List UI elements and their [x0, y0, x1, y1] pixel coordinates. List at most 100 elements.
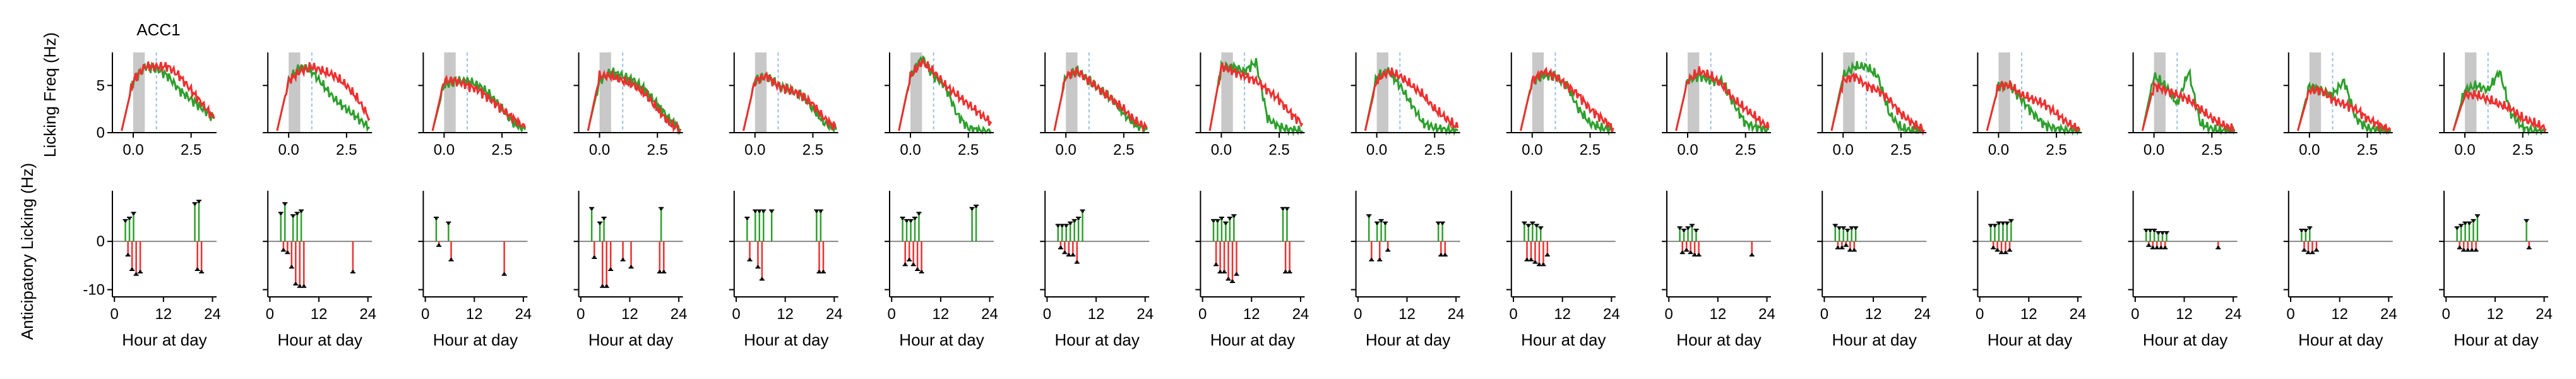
series-line-red: [2452, 90, 2547, 133]
x-tick-label: 0.0: [589, 141, 610, 159]
x-tick-label: 0: [1198, 306, 1207, 323]
point-green: [197, 200, 201, 203]
point-green: [819, 210, 823, 213]
x-tick-label: 0: [266, 306, 274, 323]
x-tick-label: 0.0: [1833, 141, 1854, 159]
line-panel: 0.0 2.5: [2128, 52, 2238, 159]
point-red: [138, 270, 142, 274]
x-axis-label: Hour at day: [122, 330, 206, 349]
line-panel: 0.0 2.5: [1817, 52, 1927, 159]
point-red: [1685, 248, 1688, 251]
line-panel: 0.0 2.5: [263, 52, 373, 159]
point-red: [1852, 248, 1856, 251]
point-green: [1061, 224, 1064, 227]
point-green: [913, 217, 917, 220]
point-green: [1383, 222, 1387, 225]
x-axis-label: Hour at day: [1054, 330, 1139, 349]
point-green: [2157, 231, 2160, 235]
point-green: [1076, 217, 1080, 220]
x-tick-label: 12: [621, 306, 638, 323]
point-red: [1991, 246, 1995, 249]
series-line-red: [1675, 66, 1770, 131]
x-tick-label: 0: [2131, 306, 2139, 323]
point-red: [1542, 263, 1545, 266]
point-red: [2315, 248, 2318, 251]
point-green: [770, 210, 773, 213]
point-red: [1537, 263, 1541, 266]
cue-window: [599, 52, 611, 133]
point-green: [659, 207, 663, 210]
point-green: [909, 219, 912, 223]
series-line-red: [121, 61, 215, 131]
point-red: [1750, 253, 1753, 256]
x-tick-label: 2.5: [802, 141, 823, 159]
point-green: [434, 217, 438, 220]
x-tick-label: 24: [1448, 306, 1465, 323]
x-tick-label: 0.0: [122, 141, 143, 159]
point-green: [2165, 231, 2168, 235]
point-green: [1993, 224, 1996, 227]
point-green: [1281, 207, 1285, 210]
x-tick-label: 12: [2487, 306, 2504, 323]
series-line-red: [1986, 80, 2081, 133]
point-red: [2164, 246, 2167, 249]
point-red: [2458, 246, 2461, 249]
point-green: [1678, 227, 1681, 230]
bar-panel: 0 12 24 Hour at day: [1817, 191, 1931, 349]
point-green: [901, 217, 904, 220]
point-green: [2308, 227, 2311, 230]
x-axis-label: Hour at day: [899, 330, 984, 349]
point-green: [1686, 227, 1690, 230]
series-line-green: [1520, 69, 1614, 136]
point-red: [920, 270, 923, 274]
line-panel: 0.0 2.5: [729, 52, 838, 159]
x-tick-label: 12: [777, 306, 794, 323]
x-tick-label: 12: [1554, 306, 1571, 323]
x-tick-label: 2.5: [1424, 141, 1445, 159]
y-tick-label: 0: [97, 233, 105, 250]
point-red: [450, 258, 453, 261]
y-axis-label-top: Licking Freq (Hz): [40, 32, 59, 157]
series-line-green: [1830, 61, 1925, 135]
point-green: [2464, 222, 2467, 225]
x-axis-label: Hour at day: [2454, 330, 2538, 349]
point-green: [1695, 229, 1698, 232]
point-green: [1690, 224, 1694, 227]
x-axis-label: Hour at day: [433, 330, 518, 349]
point-red: [130, 267, 134, 271]
series-line-red: [276, 62, 371, 131]
point-green: [1285, 207, 1289, 210]
x-tick-label: 0: [421, 306, 429, 323]
x-tick-label: 24: [2225, 306, 2242, 323]
line-panel: 0.0 2.5: [1972, 52, 2082, 159]
point-red: [748, 258, 751, 261]
x-tick-label: 0: [2286, 306, 2294, 323]
point-red: [621, 258, 624, 261]
point-green: [128, 217, 131, 220]
x-tick-label: 2.5: [2357, 141, 2378, 159]
point-red: [605, 284, 608, 287]
bar-panel: 0 12 24 Hour at day: [1351, 191, 1465, 349]
x-tick-label: 2.5: [1890, 141, 1911, 159]
series-line-green: [1364, 67, 1458, 136]
bar-panel: 0 12 24 Hour at day: [885, 191, 998, 349]
x-tick-label: 24: [2070, 306, 2087, 323]
point-green: [1846, 229, 1849, 232]
point-green: [598, 222, 602, 225]
point-red: [1693, 253, 1696, 256]
x-axis-label: Hour at day: [277, 330, 362, 349]
point-red: [1071, 253, 1075, 256]
point-red: [2462, 248, 2466, 251]
point-red: [1059, 246, 1063, 249]
point-red: [1443, 253, 1446, 256]
point-green: [279, 212, 282, 215]
x-tick-label: 0.0: [744, 141, 765, 159]
point-green: [1531, 222, 1534, 225]
x-tick-label: 2.5: [1113, 141, 1134, 159]
x-axis-label: Hour at day: [1210, 330, 1295, 349]
point-green: [2300, 229, 2303, 232]
x-tick-label: 0: [2442, 306, 2450, 323]
point-green: [2472, 219, 2475, 223]
x-tick-label: 12: [933, 306, 950, 323]
x-tick-label: 24: [981, 306, 998, 323]
